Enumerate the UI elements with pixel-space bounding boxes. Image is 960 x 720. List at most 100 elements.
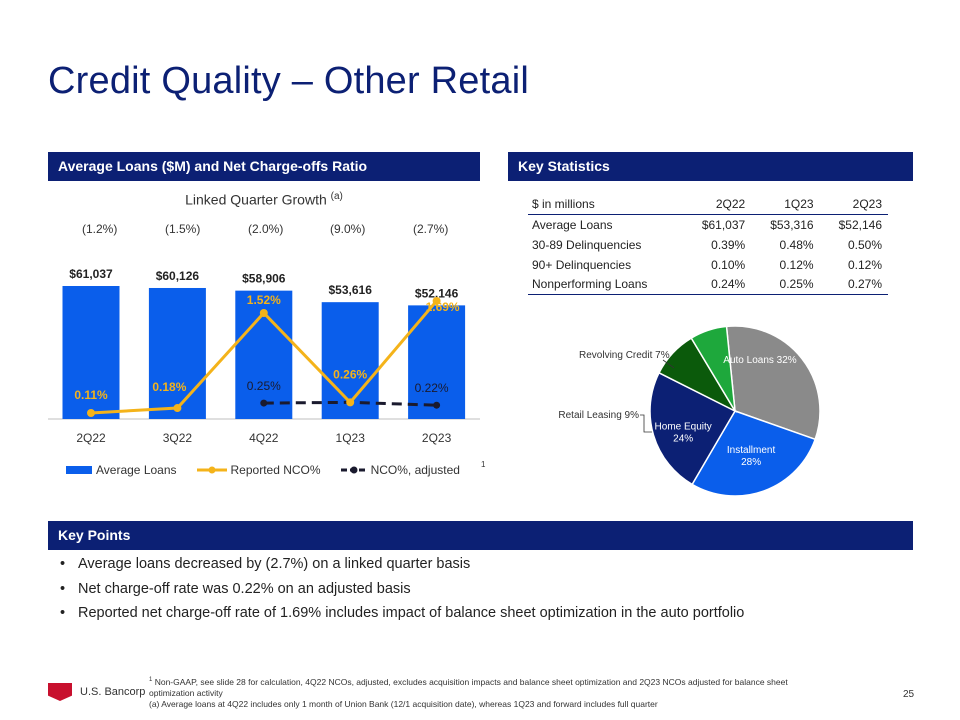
key-points-list: Average loans decreased by (2.7%) on a l… <box>60 556 744 630</box>
page-number: 25 <box>903 689 915 700</box>
growth-value: (1.5%) <box>165 222 201 236</box>
table-cell: Average Loans <box>532 217 613 232</box>
x-tick-label: 3Q22 <box>163 431 193 445</box>
pie-slice-label: Revolving Credit 7% <box>579 350 670 361</box>
pie-slice <box>725 325 821 441</box>
pie-label-line: 28% <box>741 457 761 468</box>
legend-item-average-loans: Average Loans <box>66 463 177 477</box>
pie-leader-line <box>662 359 675 369</box>
pie-label-line: Home Equity <box>655 421 712 432</box>
page-title: Credit Quality – Other Retail <box>48 60 529 102</box>
legend-label: Average Loans <box>96 463 177 477</box>
x-tick-label: 4Q22 <box>249 431 279 445</box>
key-statistics-table: $ in millions 2Q22 1Q23 2Q23 Average Loa… <box>528 195 888 295</box>
growth-value: (1.2%) <box>82 222 118 236</box>
table-cell: Nonperforming Loans <box>528 274 683 295</box>
pie-slice <box>690 325 736 412</box>
growth-title-sup: (a) <box>330 191 343 202</box>
table-cell: 0.27% <box>819 274 888 295</box>
table-cell: 0.25% <box>751 274 820 295</box>
footnote-a: (a) Average loans at 4Q22 includes only … <box>149 699 658 710</box>
legend-item-reported-nco: Reported NCO% <box>196 463 321 477</box>
shield-logo-icon <box>48 683 72 701</box>
reported-nco-label: 0.18% <box>152 380 186 394</box>
point-nco-adjusted <box>433 401 441 409</box>
x-tick-label: 1Q23 <box>336 431 366 445</box>
key-point: Average loans decreased by (2.7%) on a l… <box>60 556 744 572</box>
reported-nco-label: 1.69% <box>426 300 460 314</box>
table-header: $ in millions <box>528 195 683 215</box>
point-reported-nco <box>259 309 268 317</box>
growth-value: (2.7%) <box>413 222 449 236</box>
pie-leader-line <box>640 414 652 433</box>
adjusted-nco-label: 0.22% <box>415 381 449 395</box>
legend-swatch-bar <box>66 466 92 474</box>
bar-average-loans <box>62 286 120 419</box>
table-cell: 0.24% <box>682 274 752 295</box>
bar-value-label: $53,616 <box>329 283 373 297</box>
pie-label-line: 24% <box>673 433 693 444</box>
table-header: 2Q23 <box>819 195 888 215</box>
table-header: 2Q22 <box>682 195 752 215</box>
growth-value: (2.0%) <box>248 222 284 236</box>
legend-footnote-marker: 1 <box>481 460 486 469</box>
table-cell: 0.12% <box>779 257 814 272</box>
footnotes: 1 Non-GAAP, see slide 28 for calculation… <box>149 677 829 710</box>
x-tick-label: 2Q23 <box>422 431 452 445</box>
legend-label: NCO%, adjusted <box>370 463 460 477</box>
bar-average-loans <box>148 287 206 419</box>
bar-value-label: $61,037 <box>69 267 113 281</box>
table-cell: $52,146 <box>838 217 882 232</box>
point-reported-nco <box>87 409 95 417</box>
table-cell: 0.12% <box>847 257 882 272</box>
table-cell: 0.39% <box>711 237 746 252</box>
point-reported-nco <box>432 296 441 305</box>
table-cell: $61,037 <box>701 217 746 232</box>
pie-slice-label: Auto Loans 32% <box>723 355 796 366</box>
legend-swatch-line <box>196 466 227 474</box>
legend-item-nco-adjusted: NCO%, adjusted <box>340 463 460 477</box>
key-point: Net charge-off rate was 0.22% on an adju… <box>60 581 744 597</box>
table-row: Average Loans $61,037 $53,316 $52,146 <box>528 215 888 235</box>
chart-section-header: Average Loans ($M) and Net Charge-offs R… <box>48 152 480 181</box>
key-statistics-header: Key Statistics <box>508 152 913 181</box>
table-cell: 30-89 Delinquencies <box>532 237 642 252</box>
pie-slice-label: Home Equity 24% <box>655 421 712 444</box>
table-header-row: $ in millions 2Q22 1Q23 2Q23 <box>528 195 888 215</box>
reported-nco-label: 1.52% <box>247 293 281 307</box>
loans-nco-chart: $61,037 2Q22 $60,126 3Q22 $58,906 4Q22 $53,616… <box>48 267 480 445</box>
chart-legend: Average Loans Reported NCO% NCO%, adjust… <box>66 463 480 477</box>
adjusted-nco-label: 0.25% <box>247 379 281 393</box>
growth-value: (9.0%) <box>330 222 366 236</box>
table-cell: 0.48% <box>779 237 814 252</box>
footnote-1-text: Non-GAAP, see slide 28 for calculation, … <box>149 677 788 699</box>
footnote-1: 1 Non-GAAP, see slide 28 for calculation… <box>149 677 829 699</box>
reported-nco-label: 0.11% <box>74 388 108 402</box>
legend-swatch-dashed <box>340 466 367 474</box>
table-cell: $53,316 <box>770 217 814 232</box>
point-reported-nco <box>346 398 355 407</box>
pie-slice-label: Installment 28% <box>727 445 776 468</box>
bar-value-label: $58,906 <box>242 272 286 286</box>
key-points-header: Key Points <box>48 521 913 550</box>
table-cell: 0.10% <box>711 257 746 272</box>
point-reported-nco <box>173 404 182 413</box>
portfolio-pie-chart: Auto Loans 32%Installment 28%Home Equity 2… <box>558 325 821 497</box>
pie-label-line: Installment <box>727 445 776 456</box>
table-row: 30-89 Delinquencies 0.39% 0.48% 0.50% <box>528 235 888 255</box>
bar-value-label: $60,126 <box>156 269 200 283</box>
table-row: Nonperforming Loans 0.24% 0.25% 0.27% <box>528 274 888 295</box>
table-header: 1Q23 <box>751 195 820 215</box>
company-logo: U.S. Bancorp <box>48 683 145 701</box>
growth-title-text: Linked Quarter Growth <box>185 191 327 208</box>
key-point: Reported net charge-off rate of 1.69% in… <box>60 605 744 621</box>
legend-label: Reported NCO% <box>230 463 321 477</box>
x-tick-label: 2Q22 <box>76 431 106 445</box>
table-cell: 90+ Delinquencies <box>532 257 632 272</box>
point-nco-adjusted <box>260 399 268 407</box>
pie-slice-label: Retail Leasing 9% <box>558 410 639 421</box>
bar-value-label: $52,146 <box>415 286 459 300</box>
footnote-1-marker: 1 <box>149 677 153 684</box>
reported-nco-label: 0.26% <box>333 367 367 381</box>
table-cell: 0.50% <box>847 237 882 252</box>
